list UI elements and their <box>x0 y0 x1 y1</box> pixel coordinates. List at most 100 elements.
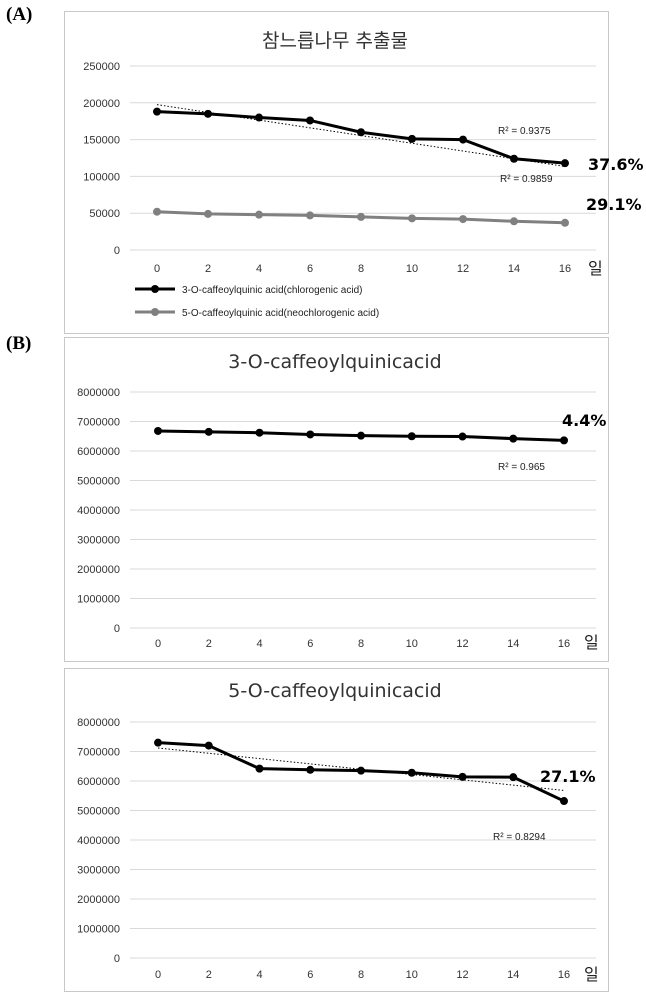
chart-b2-series-1-point <box>255 764 264 773</box>
chart-a-percent-label: 37.6% <box>588 155 644 174</box>
chart-a-y-tick-label: 50000 <box>89 208 120 220</box>
chart-b1-title: 3-O-caffeoylquinicacid <box>228 351 441 373</box>
chart-b2-y-tick-label: 7000000 <box>77 747 120 759</box>
chart-a-percent-label: 29.1% <box>586 195 642 214</box>
panel-label-b: (B) <box>6 333 32 354</box>
chart-a-y-tick-label: 0 <box>114 245 120 257</box>
chart-b2-y-tick-label: 2000000 <box>77 894 120 906</box>
chart-b2-x-tick-label: 14 <box>507 969 519 981</box>
chart-b1-y-tick-label: 8000000 <box>77 387 120 399</box>
chart-b2-x-unit-label: 일 <box>584 965 599 984</box>
chart-a-series-1-point <box>153 107 161 116</box>
chart-a-y-tick-label: 200000 <box>83 98 120 110</box>
chart-b1-series-1-point <box>407 432 416 441</box>
chart-b1-y-tick-label: 0 <box>114 623 120 635</box>
chart-a-series-2-point <box>510 217 518 226</box>
chart-b1-y-tick-label: 7000000 <box>77 417 120 429</box>
chart-b1-x-tick-label: 16 <box>558 638 570 650</box>
chart-a-series-1-point <box>357 128 365 137</box>
chart-a-x-tick-label: 6 <box>307 263 313 275</box>
chart-b2-y-tick-label: 3000000 <box>77 865 120 877</box>
legend-entry-label: 5-O-caffeoylquinic acid(neochlorogenic a… <box>182 308 379 319</box>
chart-a-x-tick-label: 4 <box>256 263 262 275</box>
chart-b1-series-1-point <box>509 434 518 443</box>
chart-b1-x-tick-label: 10 <box>406 638 418 650</box>
chart-a-trendline-1 <box>156 104 566 167</box>
chart-a-x-unit-label: 일 <box>588 259 603 278</box>
chart-b1-x-tick-label: 6 <box>307 638 313 650</box>
chart-b2-series-1-point <box>458 772 467 781</box>
chart-b1-y-tick-label: 3000000 <box>77 535 120 547</box>
chart-a-series-2-point <box>561 218 569 227</box>
chart-a-series-1-point <box>561 159 569 168</box>
chart-a-x-tick-label: 16 <box>559 263 571 275</box>
chart-a-y-tick-label: 250000 <box>83 61 120 73</box>
legend-entry-label: 3-O-caffeoylquinic acid(chlorogenic acid… <box>182 285 362 296</box>
chart-a-series-2-point <box>153 207 161 216</box>
chart-b2-series-1-point <box>204 741 213 750</box>
chart-b1-x-tick-label: 4 <box>256 638 262 650</box>
chart-a-x-tick-label: 14 <box>508 263 520 275</box>
chart-b2-r2-label: R² = 0.8294 <box>493 832 546 843</box>
chart-b1-y-tick-label: 6000000 <box>77 446 120 458</box>
chart-b2-x-tick-label: 12 <box>456 969 468 981</box>
chart-b2-x-tick-label: 6 <box>307 969 313 981</box>
chart-b2-x-tick-label: 0 <box>155 969 161 981</box>
chart-b2-y-tick-label: 1000000 <box>77 924 120 936</box>
panel-label-a: (A) <box>6 4 33 25</box>
chart-b2-y-tick-label: 5000000 <box>77 806 120 818</box>
chart-a-series-2-point <box>255 210 263 219</box>
chart-b2-x-tick-label: 10 <box>406 969 418 981</box>
chart-b2-series-1-point <box>509 773 518 782</box>
chart-b1-series-1-point <box>255 428 264 437</box>
chart-b2-series-1-point <box>560 797 568 806</box>
chart-a-x-tick-label: 2 <box>205 263 211 275</box>
chart-b1-x-unit-label: 일 <box>584 633 599 652</box>
chart-b1-series-1-point <box>560 436 568 445</box>
chart-b1-series-1-point <box>204 427 213 436</box>
chart-b2-percent-label: 27.1% <box>540 767 596 786</box>
chart-b2-title: 5-O-caffeoylquinicacid <box>228 680 441 702</box>
chart-b1-x-tick-label: 14 <box>507 638 519 650</box>
chart-b2-y-tick-label: 8000000 <box>77 717 120 729</box>
chart-a-series-1-point <box>255 113 263 122</box>
chart-b1-x-tick-label: 12 <box>456 638 468 650</box>
chart-b1-y-tick-label: 4000000 <box>77 505 120 517</box>
chart-a-series-1-point <box>204 109 212 118</box>
chart-a-series-1-point <box>306 116 314 125</box>
chart-b2-x-tick-label: 8 <box>358 969 364 981</box>
chart-a-x-tick-label: 0 <box>154 263 160 275</box>
chart-a-x-tick-label: 10 <box>406 263 418 275</box>
chart-b2-y-tick-label: 4000000 <box>77 835 120 847</box>
chart-b1-x-tick-label: 8 <box>358 638 364 650</box>
chart-b1-series-1-point <box>306 430 315 439</box>
chart-a-x-tick-label: 12 <box>457 263 469 275</box>
chart-b2-series-1-point <box>407 768 416 777</box>
chart-a-y-tick-label: 150000 <box>83 135 120 147</box>
chart-b1-frame <box>64 337 609 662</box>
chart-a-series-2-point <box>306 211 314 220</box>
chart-a-r2-label: R² = 0.9375 <box>498 126 551 137</box>
chart-b2-y-tick-label: 6000000 <box>77 776 120 788</box>
chart-b1-series-1-point <box>357 431 365 440</box>
chart-b2-x-tick-label: 16 <box>558 969 570 981</box>
chart-a-series-2-point <box>204 209 212 218</box>
chart-b2-series-1-point <box>357 766 365 775</box>
chart-b2-y-tick-label: 0 <box>114 953 120 965</box>
chart-b1-series-1-point <box>154 426 162 435</box>
legend-swatch-marker <box>151 308 159 316</box>
chart-a-series-1-point <box>459 135 467 144</box>
legend-swatch-marker <box>151 285 159 293</box>
chart-b1-x-tick-label: 0 <box>155 638 161 650</box>
chart-a-series-2-point <box>408 214 416 223</box>
chart-b1-percent-label: 4.4% <box>562 411 606 430</box>
chart-a-series-1-point <box>408 134 416 143</box>
chart-b2-series-1-point <box>154 738 162 747</box>
chart-a-series-2-point <box>459 215 467 224</box>
chart-b1-series-1-point <box>458 432 467 441</box>
chart-b2-series-1-point <box>306 765 315 774</box>
chart-b1-x-tick-label: 2 <box>206 638 212 650</box>
chart-a-y-tick-label: 100000 <box>83 171 120 183</box>
chart-a-r2-label: R² = 0.9859 <box>500 174 553 185</box>
